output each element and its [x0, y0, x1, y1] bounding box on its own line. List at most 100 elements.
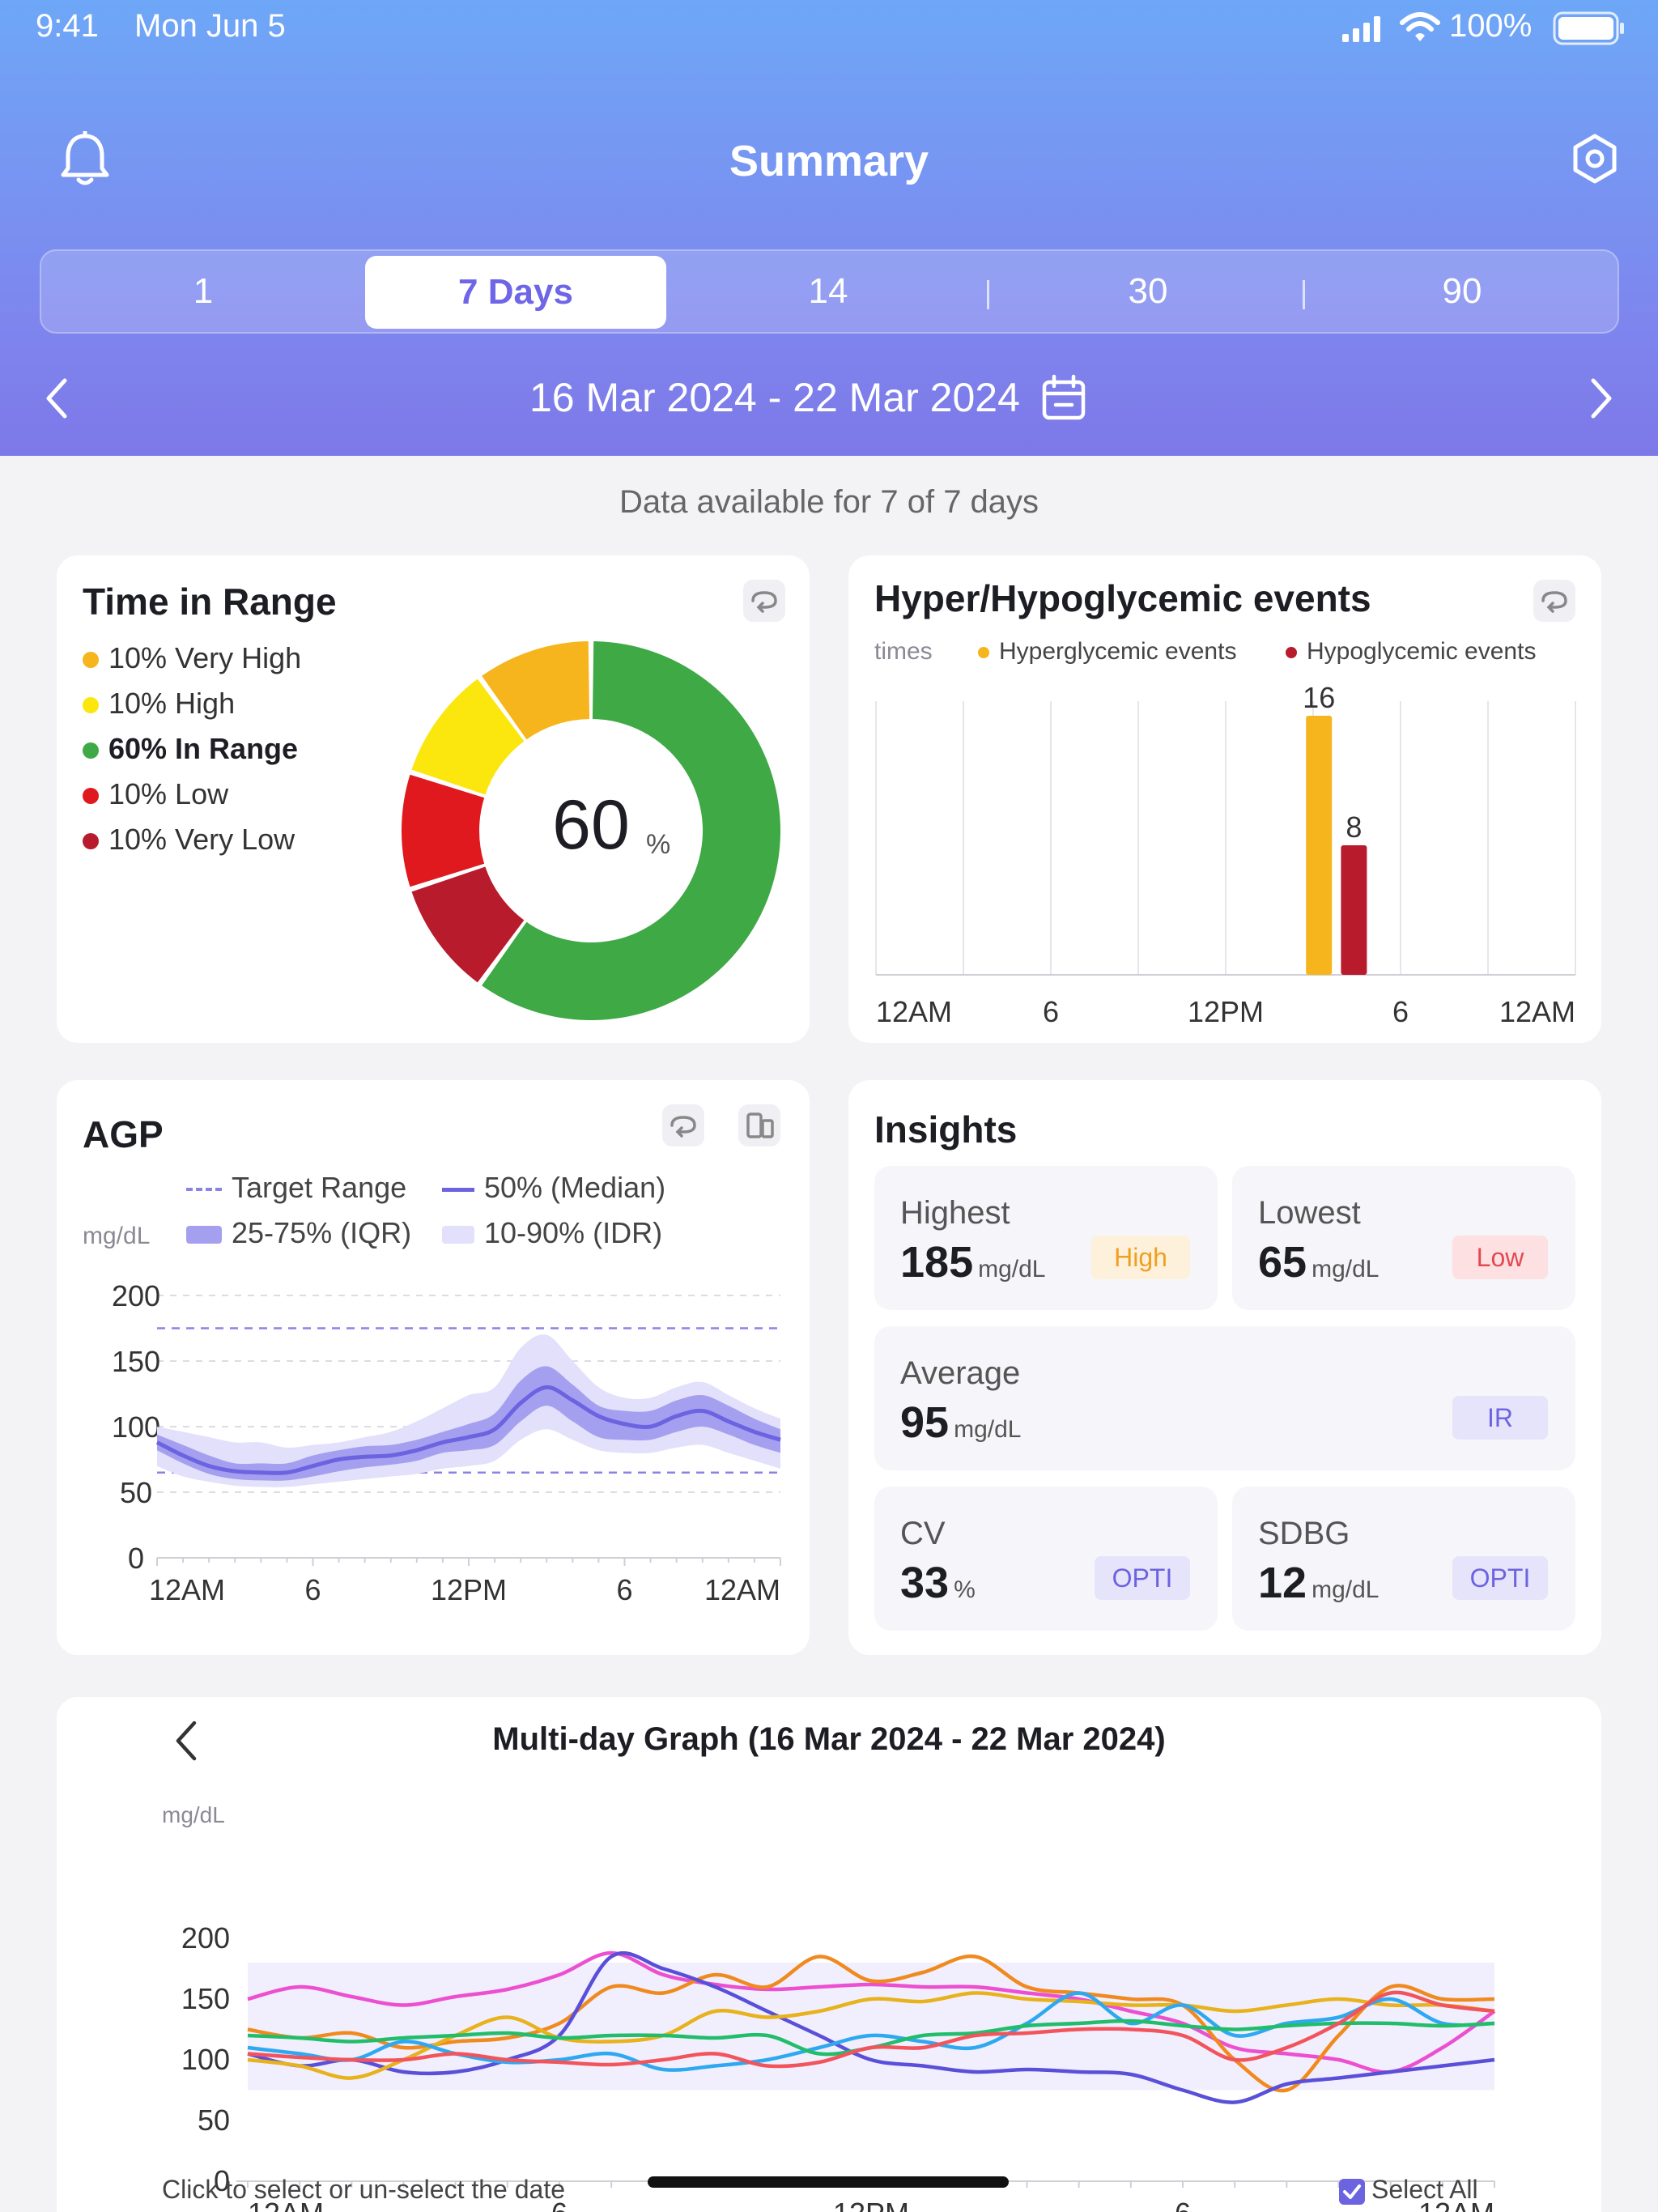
- day-series-line: [247, 1950, 1496, 2074]
- battery-percent: 100%: [1449, 8, 1533, 44]
- chevron-left-icon[interactable]: [42, 377, 71, 419]
- value-unit: %: [954, 1576, 976, 1603]
- status-badge: OPTI: [1452, 1556, 1548, 1600]
- y-tick-label: 200: [181, 1921, 230, 1955]
- y-axis-unit: mg/dL: [83, 1223, 151, 1249]
- y-tick-label: 200: [112, 1279, 160, 1312]
- y-tick-label: 50: [198, 2104, 230, 2137]
- legend-label: 25-75% (IQR): [232, 1216, 412, 1249]
- day-series-line: [247, 1990, 1495, 2069]
- bar-value-label: 16: [1303, 681, 1335, 714]
- card-title: Hyper/Hypoglycemic events: [874, 577, 1371, 619]
- status-time: 9:41: [36, 8, 99, 44]
- time-in-range-card[interactable]: Time in Range 10% Very High 10% High 60%…: [57, 555, 810, 1043]
- hexagon-settings-icon[interactable]: [1569, 133, 1621, 185]
- rotate-icon[interactable]: [743, 580, 785, 622]
- cv-tile[interactable]: CV 33% OPTI: [874, 1487, 1218, 1631]
- dot-icon: [83, 833, 99, 850]
- average-tile[interactable]: Average 95 mg/dL IR: [874, 1326, 1575, 1470]
- dot-icon: [83, 788, 99, 805]
- legend-high: 10% High: [83, 687, 235, 721]
- events-bar-chart: 12AM 6 12PM 6 12AM 16 8: [875, 681, 1576, 1025]
- donut-slice-high: [411, 678, 525, 795]
- x-tick-label: 6: [1043, 995, 1059, 1025]
- range-tabs: 1 7 Days 14 30 90: [40, 249, 1619, 334]
- y-tick-label: 100: [181, 2043, 230, 2076]
- rotate-icon[interactable]: [1533, 580, 1575, 622]
- x-tick-label: 12AM: [1418, 2197, 1494, 2212]
- x-tick-label: 6: [551, 2197, 568, 2212]
- chevron-left-icon[interactable]: [170, 1718, 202, 1763]
- idr-band: [157, 1334, 780, 1487]
- select-all-label: Select All: [1371, 2175, 1478, 2204]
- legend-hypo: Hypoglycemic events: [1286, 638, 1536, 666]
- wifi-icon: [1400, 12, 1440, 41]
- donut-slice-in-range: [482, 641, 780, 1020]
- tab-30-days[interactable]: 30: [1128, 271, 1168, 311]
- day-series-line: [247, 1950, 1495, 2104]
- legend-very-low: 10% Very Low: [83, 823, 295, 857]
- card-title: Insights: [874, 1108, 1018, 1151]
- rotate-icon[interactable]: [662, 1104, 704, 1146]
- tab-7-days[interactable]: 7 Days: [365, 256, 666, 329]
- tile-label: Lowest: [1258, 1195, 1361, 1231]
- agp-chart: 0 50 100 150 200 12AM 6 12PM 6 12AM: [112, 1279, 781, 1606]
- tab-divider: [987, 280, 989, 309]
- multiday-card[interactable]: Multi-day Graph (16 Mar 2024 - 22 Mar 20…: [57, 1697, 1601, 2212]
- tile-value: 95 mg/dL: [900, 1397, 1021, 1448]
- y-axis-unit: mg/dL: [162, 1802, 225, 1827]
- home-indicator: [648, 2176, 1009, 2188]
- day-series-line: [247, 1954, 1495, 2093]
- value-unit: mg/dL: [954, 1416, 1022, 1443]
- value-number: 95: [900, 1398, 950, 1447]
- donut-center-unit: %: [646, 829, 670, 860]
- fullscreen-icon[interactable]: [738, 1104, 780, 1146]
- legend-label: 10% Very Low: [108, 823, 295, 856]
- legend-label: Target Range: [232, 1171, 407, 1204]
- legend-label: 60% In Range: [108, 732, 299, 765]
- x-tick-label: 12PM: [431, 1573, 507, 1606]
- legend-in-range: 60% In Range: [83, 732, 298, 766]
- x-tick-label: 6: [616, 1573, 632, 1606]
- tile-label: Average: [900, 1355, 1021, 1391]
- x-tick-label: 6: [1392, 995, 1409, 1025]
- legend-label: 50% (Median): [484, 1171, 666, 1204]
- value-number: 185: [900, 1238, 974, 1287]
- y-tick-label: 50: [120, 1476, 152, 1509]
- y-tick-label: 100: [112, 1410, 160, 1444]
- tile-value: 65 mg/dL: [1258, 1237, 1379, 1287]
- agp-card[interactable]: AGP Target Range 50% (Median) mg/dL 25-7…: [57, 1080, 810, 1655]
- tab-1-day[interactable]: 1: [193, 271, 214, 311]
- tab-90-days[interactable]: 90: [1442, 271, 1482, 311]
- chevron-right-icon[interactable]: [1587, 377, 1616, 419]
- tile-value: 185 mg/dL: [900, 1237, 1046, 1287]
- status-badge: High: [1091, 1236, 1190, 1279]
- dashed-line-icon: [186, 1188, 222, 1192]
- date-range-label[interactable]: 16 Mar 2024 - 22 Mar 2024: [529, 375, 1020, 420]
- tab-14-days[interactable]: 14: [808, 271, 848, 311]
- bell-icon[interactable]: [58, 131, 112, 188]
- value-number: 65: [1258, 1238, 1307, 1287]
- lowest-tile[interactable]: Lowest 65 mg/dL Low: [1232, 1166, 1575, 1310]
- cellular-signal-icon: [1342, 16, 1380, 42]
- page-title: Summary: [729, 137, 929, 185]
- x-tick-label: 12PM: [833, 2197, 909, 2212]
- value-unit: mg/dL: [978, 1256, 1046, 1283]
- legend-label: Hyperglycemic events: [999, 638, 1237, 665]
- select-all-checkbox[interactable]: Select All: [1339, 2175, 1478, 2205]
- multiday-line-chart: 0 50 100 150 200 12AM 6 12PM 6 12AM: [181, 1921, 1496, 2212]
- glycemic-events-card[interactable]: Hyper/Hypoglycemic events times Hypergly…: [848, 555, 1601, 1043]
- event-bar: [1341, 845, 1367, 975]
- bar-value-label: 8: [1346, 810, 1362, 844]
- card-title: AGP: [83, 1113, 164, 1155]
- legend-label: 10% High: [108, 687, 236, 720]
- donut-center-value: 60: [552, 786, 630, 864]
- sdbg-tile[interactable]: SDBG 12 mg/dL OPTI: [1232, 1487, 1575, 1631]
- value-number: 12: [1258, 1559, 1307, 1607]
- highest-tile[interactable]: Highest 185 mg/dL High: [874, 1166, 1218, 1310]
- calendar-icon[interactable]: [1041, 374, 1086, 421]
- dot-icon: [978, 647, 989, 659]
- median-line: [155, 1385, 781, 1475]
- status-badge: IR: [1452, 1396, 1548, 1440]
- insights-card[interactable]: Insights Highest 185 mg/dL High Lowest 65…: [848, 1080, 1601, 1655]
